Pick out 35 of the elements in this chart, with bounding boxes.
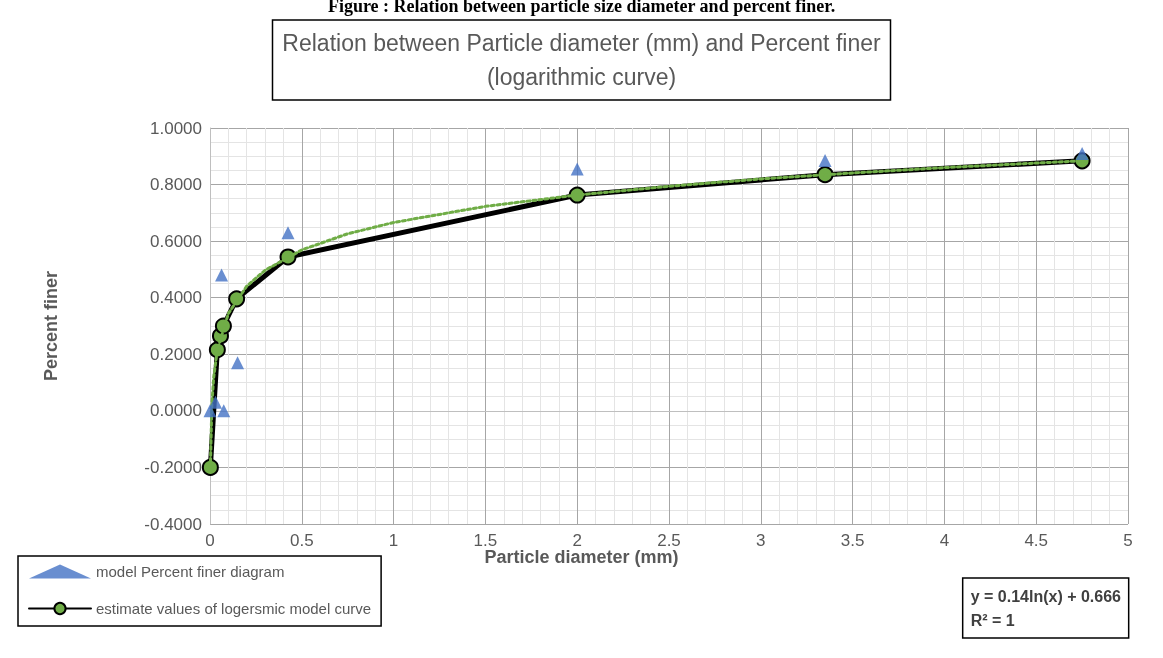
y-tick-label: 0.2000 xyxy=(150,344,202,364)
x-tick-label: 1.5 xyxy=(473,531,498,550)
y-tick-label: -0.4000 xyxy=(144,514,202,534)
point xyxy=(818,154,832,168)
text: y = 0.14ln(x) + 0.666 R² = 1 xyxy=(970,587,1122,629)
x-tick-label: 3.5 xyxy=(840,531,865,550)
x-tick-label: 5 xyxy=(1123,531,1133,550)
x-tick-label: 2.5 xyxy=(657,531,681,550)
x-tick-label: 1 xyxy=(388,531,399,550)
legend-label: estimate values of logersmic model curve xyxy=(96,600,372,617)
legend-label: model Percent finer diagram xyxy=(96,563,285,580)
x-tick-label: 4 xyxy=(939,531,950,550)
point xyxy=(215,268,229,282)
point xyxy=(209,395,223,409)
chart-subtitle: Figure : Relation between particle size diameter and percent finer. xyxy=(327,0,836,16)
y-tick-label: 0.6000 xyxy=(150,231,202,251)
point xyxy=(217,404,231,418)
point xyxy=(281,226,295,240)
point xyxy=(570,162,584,176)
x-tick-label: 3 xyxy=(756,531,766,550)
y-tick-label: 1.0000 xyxy=(150,118,202,138)
chart-title: Relation between Particle diameter (mm) and Percent finer (logarithmic curve) xyxy=(282,30,881,90)
x-tick-label: 2 xyxy=(572,531,582,550)
point xyxy=(1075,146,1089,160)
y-tick-label: 0.4000 xyxy=(150,288,202,308)
x-axis-title: Particle diameter (mm) xyxy=(484,547,679,567)
point xyxy=(231,356,245,370)
x-tick-label: 4.5 xyxy=(1024,531,1049,550)
y-tick-label: -0.2000 xyxy=(144,457,202,477)
x-tick-label: 0 xyxy=(205,531,215,550)
y-tick-label: 0.8000 xyxy=(150,175,202,195)
y-axis-title: Percent finer xyxy=(41,270,61,382)
point xyxy=(203,404,217,418)
y-tick-label: 0.0000 xyxy=(150,401,202,421)
x-tick-label: 0.5 xyxy=(289,531,314,550)
